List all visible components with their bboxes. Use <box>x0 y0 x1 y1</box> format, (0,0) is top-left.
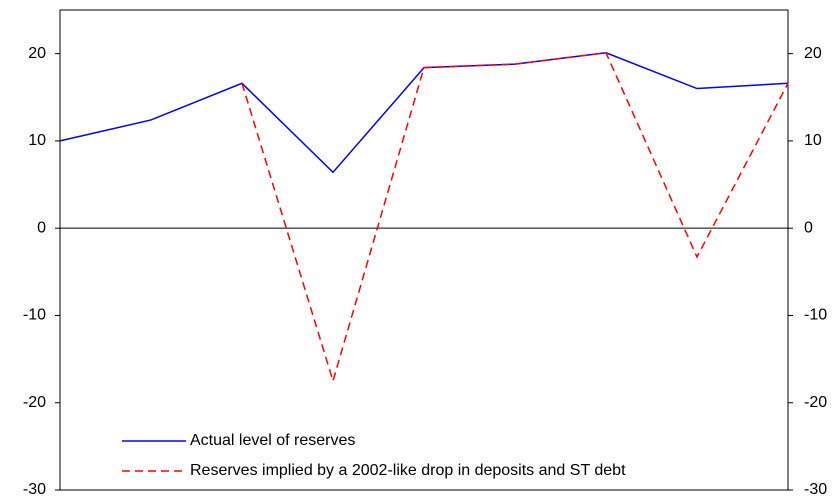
y2-tick-label: -20 <box>804 394 827 411</box>
y-tick-label: -10 <box>23 307 46 324</box>
y2-tick-label: -30 <box>804 481 827 498</box>
series-line <box>241 51 789 384</box>
legend-label: Reserves implied by a 2002-like drop in … <box>190 462 626 479</box>
series-line <box>59 51 789 174</box>
y-tick-label: -30 <box>23 481 46 498</box>
y2-tick-label: 20 <box>804 45 822 62</box>
y2-tick-label: -10 <box>804 307 827 324</box>
legend-label: Actual level of reserves <box>190 432 355 449</box>
y-tick-label: -20 <box>23 394 46 411</box>
y-tick-label: 10 <box>28 132 46 149</box>
y2-tick-label: 10 <box>804 132 822 149</box>
plot-area <box>59 9 789 491</box>
y-tick-label: 0 <box>37 219 46 236</box>
y2-tick-label: 0 <box>804 219 813 236</box>
y-tick-label: 20 <box>28 45 46 62</box>
